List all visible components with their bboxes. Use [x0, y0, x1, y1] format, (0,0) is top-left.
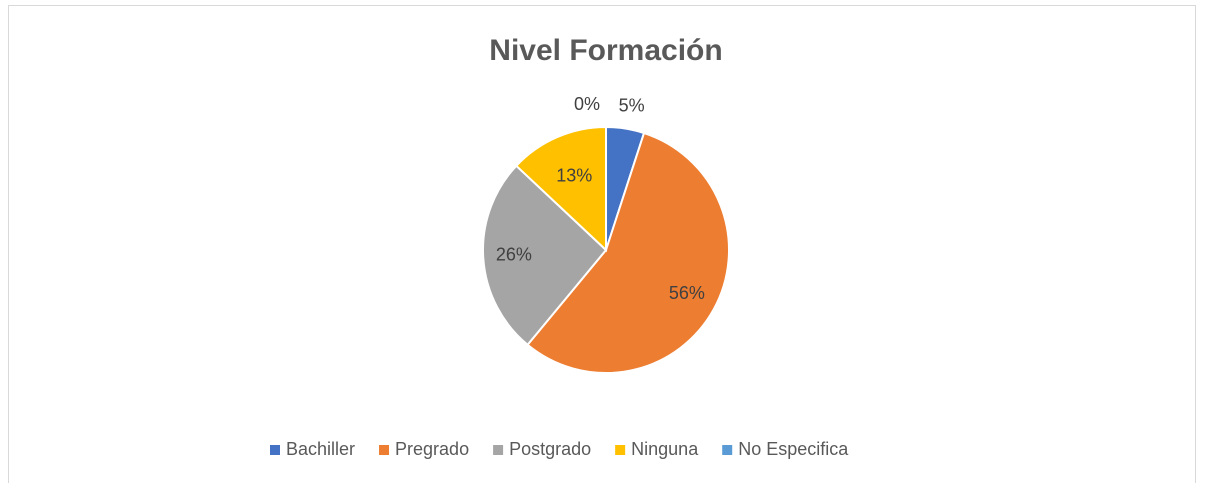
- data-label: 5%: [619, 96, 645, 116]
- legend-label: Bachiller: [286, 439, 355, 459]
- legend-swatch: [493, 445, 504, 455]
- pie-slice: [482, 164, 608, 347]
- data-label: 56%: [669, 283, 705, 303]
- legend-label: Pregrado: [395, 439, 469, 459]
- legend-swatch: [615, 445, 626, 455]
- legend-label: Ninguna: [631, 439, 699, 459]
- data-label: 26%: [496, 245, 532, 265]
- legend-label: No Especifica: [738, 439, 849, 459]
- pie-slice: [526, 131, 730, 374]
- legend-swatch: [379, 445, 390, 455]
- legend-swatch: [270, 445, 280, 455]
- data-label: 13%: [556, 165, 592, 185]
- legend-swatch: [722, 445, 733, 455]
- legend-label: Postgrado: [509, 439, 591, 459]
- pie-slice: [514, 125, 607, 253]
- data-label: 0%: [574, 94, 600, 114]
- chart-title: Nivel Formación: [489, 34, 722, 67]
